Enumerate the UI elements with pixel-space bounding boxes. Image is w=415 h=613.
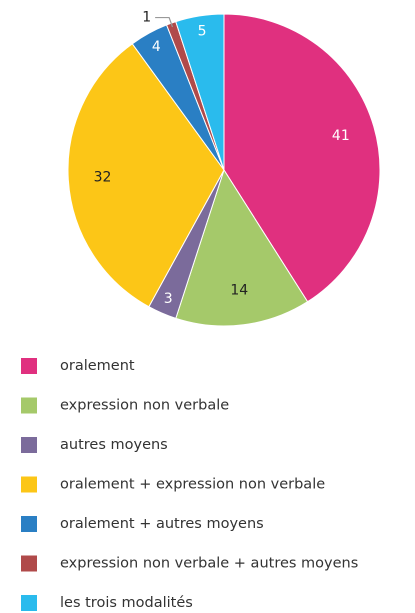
pie-slice [223, 13, 381, 303]
legend-swatch [21, 516, 37, 532]
legend-label: oralement [60, 358, 135, 374]
legend-label: oralement + expression non verbale [60, 477, 325, 493]
leader-line [155, 16, 174, 28]
legend-label: les trois modalités [60, 595, 193, 611]
legend-swatch [21, 595, 37, 611]
legend-swatch [21, 358, 37, 374]
data-label: 5 [198, 23, 207, 39]
legend-swatch [21, 555, 37, 572]
data-label: 3 [164, 291, 173, 307]
pie-slice [67, 43, 225, 308]
pie-slice [175, 168, 309, 327]
data-label: 1 [142, 10, 151, 26]
legend-swatch [21, 397, 37, 414]
legend-label: autres moyens [60, 437, 168, 453]
legend-swatch [21, 437, 37, 453]
legend-label: expression non verbale + autres moyens [60, 556, 358, 572]
legend-label: expression non verbale [60, 398, 229, 414]
legend-swatch [21, 476, 37, 493]
data-label: 32 [94, 170, 112, 186]
pie-slice [175, 13, 225, 171]
data-label: 4 [152, 39, 161, 55]
legend-label: oralement + autres moyens [60, 516, 264, 532]
data-label: 41 [332, 128, 350, 144]
data-label: 14 [230, 283, 248, 299]
